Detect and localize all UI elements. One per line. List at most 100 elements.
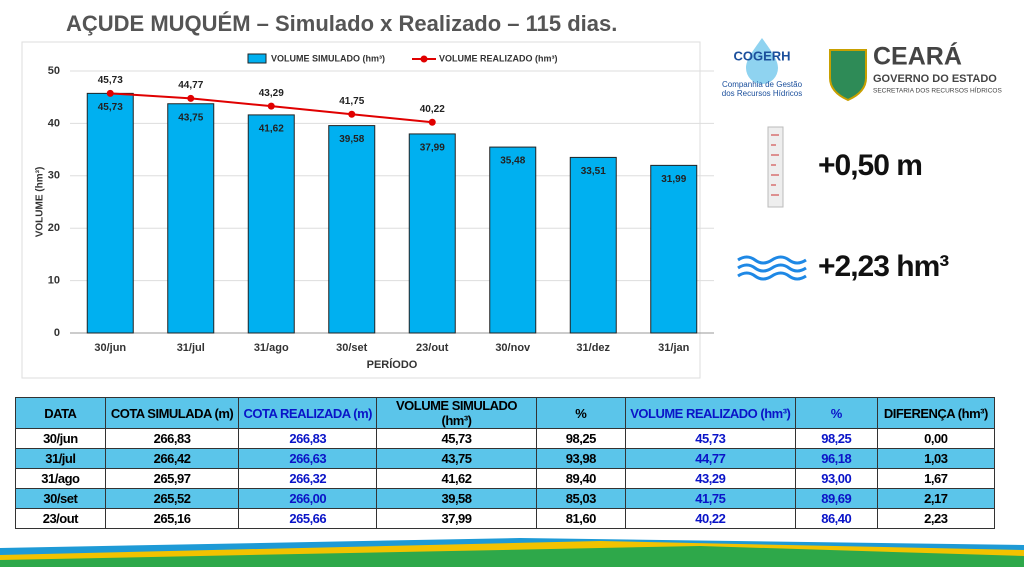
table-cell: 37,99 — [376, 508, 537, 529]
table-cell: 266,83 — [238, 428, 378, 449]
line-value-label: 45,73 — [98, 75, 123, 86]
line-value-label: 44,77 — [178, 80, 203, 91]
ruler-icon — [767, 126, 784, 208]
table-cell: 98,25 — [535, 428, 626, 449]
table-cell: 31/jul — [15, 448, 106, 469]
bar-value-label: 31,99 — [661, 174, 686, 185]
table-cell: 0,00 — [876, 428, 996, 449]
legend-label: VOLUME SIMULADO (hm³) — [271, 53, 385, 63]
x-tick-label: 30/nov — [495, 342, 531, 354]
table-cell: 265,66 — [238, 508, 378, 529]
table-cell: 2,23 — [876, 508, 996, 529]
bar-value-label: 43,75 — [178, 112, 203, 123]
cogerh-sub: dos Recursos Hídricos — [722, 89, 802, 98]
chart: 0 10 20 30 40 50 VOLUME (hm³) PERÍODO 30/jun 31/j… — [35, 53, 714, 371]
table-cell: 265,52 — [104, 488, 240, 509]
bar-value-label: 41,62 — [259, 124, 284, 135]
bar — [650, 164, 698, 334]
table-cell: 40,22 — [624, 508, 796, 529]
table-cell: 23/out — [15, 508, 106, 529]
legend-swatch — [420, 55, 428, 63]
header-cell: COTA REALIZADA (m) — [238, 397, 378, 429]
cogerh-drop — [746, 38, 778, 84]
y-tick-label: 50 — [48, 65, 60, 77]
table-cell: 1,67 — [876, 468, 996, 489]
table-cell: 41,75 — [624, 488, 796, 509]
table-cell: 85,03 — [535, 488, 626, 509]
line-value-label: 40,22 — [420, 104, 445, 115]
table-row: 23/out 265,16 265,66 37,99 81,60 40,22 86,40 2,… — [15, 508, 996, 529]
ceara-name: CEARÁ — [873, 42, 962, 71]
table-row: 31/ago 265,97 266,32 41,62 89,40 43,29 93,00 1,… — [15, 468, 996, 489]
ruler-marks — [771, 134, 779, 196]
table-cell: 2,17 — [876, 488, 996, 509]
table-cell: 265,97 — [104, 468, 240, 489]
cogerh-name: COGERH — [733, 48, 790, 63]
table-cell: 265,16 — [104, 508, 240, 529]
y-tick-label: 10 — [48, 275, 60, 287]
volume-change: +2,23 hm³ — [818, 250, 949, 283]
line-value-label: 43,29 — [259, 88, 284, 99]
x-tick-label: 31/dez — [576, 342, 610, 354]
level-change: +0,50 m — [818, 149, 922, 182]
table-row: 31/jul 266,42 266,63 43,75 93,98 44,77 96,18 1,… — [15, 448, 996, 469]
ceara-dept: SECRETARIA DOS RECURSOS HÍDRICOS — [873, 86, 1002, 95]
table-cell: 89,69 — [794, 488, 878, 509]
y-tick-label: 40 — [48, 117, 60, 129]
table-cell: 31/ago — [15, 468, 106, 489]
stripe — [0, 546, 1024, 567]
x-tick-label: 31/jan — [658, 342, 689, 354]
table-row: 30/set 265,52 266,00 39,58 85,03 41,75 89,69 2,… — [15, 488, 996, 509]
line-point — [348, 110, 356, 118]
line-point — [106, 89, 114, 97]
y-tick-label: 0 — [54, 327, 60, 339]
line-value-label: 41,75 — [339, 96, 364, 107]
table-cell: 98,25 — [794, 428, 878, 449]
ceara-sub: GOVERNO DO ESTADO — [873, 73, 997, 85]
header-cell: DIFERENÇA (hm³) — [876, 397, 996, 429]
x-tick-label: 30/set — [336, 342, 368, 354]
x-axis-title: PERÍODO — [367, 358, 418, 371]
table-cell: 93,00 — [794, 468, 878, 489]
line-point — [428, 118, 436, 126]
table-cell: 93,98 — [535, 448, 626, 469]
bar-value-label: 45,73 — [98, 102, 123, 113]
table-cell: 86,40 — [794, 508, 878, 529]
header-cell: VOLUME REALIZADO (hm³) — [624, 397, 796, 429]
bar — [167, 103, 215, 334]
cogerh-sub: Companhia de Gestão — [722, 80, 803, 89]
x-tick-label: 23/out — [416, 342, 449, 354]
header-cell: % — [535, 397, 626, 429]
x-tick-label: 31/ago — [254, 342, 289, 354]
bar — [247, 114, 295, 334]
bar-value-label: 33,51 — [581, 166, 606, 177]
table-cell: 44,77 — [624, 448, 796, 469]
line-point — [267, 102, 275, 110]
table-cell: 96,18 — [794, 448, 878, 469]
table-cell: 41,62 — [376, 468, 537, 489]
table-cell: 39,58 — [376, 488, 537, 509]
table-cell: 30/set — [15, 488, 106, 509]
bar — [408, 133, 456, 334]
table-cell: 81,60 — [535, 508, 626, 529]
table-cell: 266,42 — [104, 448, 240, 469]
wave-icon — [737, 255, 807, 281]
table-cell: 45,73 — [376, 428, 537, 449]
bar-value-label: 37,99 — [420, 143, 445, 154]
table-cell: 1,03 — [876, 448, 996, 469]
x-tick-label: 30/jun — [94, 342, 126, 354]
bar — [489, 146, 537, 334]
table-cell: 266,63 — [238, 448, 378, 469]
x-tick-label: 31/jul — [177, 342, 205, 354]
header-cell: % — [794, 397, 878, 429]
y-tick-label: 30 — [48, 170, 60, 182]
header-cell: VOLUME SIMULADO (hm³) — [376, 397, 537, 429]
bar-value-label: 35,48 — [500, 156, 525, 167]
table-cell: 266,32 — [238, 468, 378, 489]
header-cell: COTA SIMULADA (m) — [104, 397, 240, 429]
legend-label: VOLUME REALIZADO (hm³) — [439, 53, 558, 63]
line-point — [187, 94, 195, 102]
y-tick-label: 20 — [48, 222, 60, 234]
